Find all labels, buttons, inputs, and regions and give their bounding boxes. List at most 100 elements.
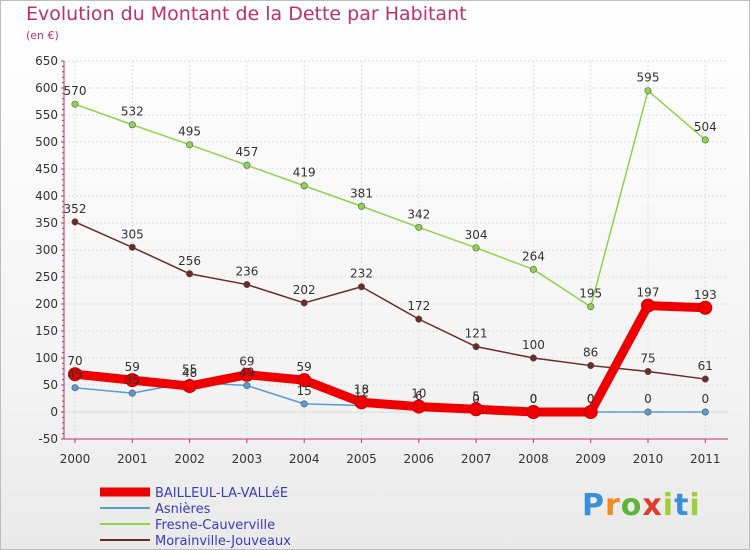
data-label: 5	[472, 389, 480, 403]
data-point	[698, 300, 713, 315]
data-label: 15	[297, 384, 312, 398]
data-label: 419	[293, 166, 316, 180]
data-label: 232	[350, 267, 373, 281]
data-point	[701, 408, 709, 416]
x-tick-label: 2006	[404, 452, 435, 466]
y-tick-label: 50	[43, 378, 58, 392]
data-point	[526, 405, 541, 419]
data-point	[71, 218, 79, 226]
data-label: 55	[182, 362, 197, 376]
data-point	[300, 400, 308, 408]
data-label: 121	[465, 327, 488, 341]
x-tick-label: 2005	[346, 452, 377, 466]
y-tick-label: 550	[35, 108, 58, 122]
legend-label: Fresne-Cauverville	[155, 518, 275, 533]
y-tick-label: 150	[35, 324, 58, 338]
data-point	[411, 399, 426, 414]
data-label: 35	[125, 373, 140, 387]
legend: BAILLEUL-LA-VALLéEAsnièresFresne-Cauverv…	[100, 486, 291, 549]
data-label: 12	[354, 386, 369, 400]
y-tick-label: 400	[35, 189, 58, 203]
data-point	[125, 373, 140, 388]
data-point	[415, 223, 423, 231]
data-label: 6	[415, 389, 423, 403]
data-point	[472, 244, 480, 252]
y-tick-label: 100	[35, 351, 58, 365]
data-point	[587, 362, 595, 370]
data-point	[469, 402, 484, 417]
series-line	[74, 89, 706, 308]
data-point	[68, 367, 82, 382]
data-point	[71, 100, 79, 108]
axes: -500501001502002503003504004505005506006…	[35, 54, 728, 466]
data-label: 59	[125, 360, 140, 374]
data-label: 202	[293, 283, 316, 297]
x-tick-label: 2010	[633, 452, 664, 466]
grid-lines	[64, 60, 728, 440]
data-label: 0	[587, 392, 595, 406]
data-label: 0	[530, 392, 538, 406]
data-point	[415, 315, 423, 323]
data-label: 100	[522, 338, 545, 352]
x-tick-label: 2008	[518, 452, 549, 466]
data-label: 18	[354, 382, 369, 396]
data-label: 48	[182, 366, 197, 380]
series-line	[74, 301, 706, 417]
data-label: 595	[637, 71, 660, 85]
data-point	[300, 182, 308, 190]
data-point	[297, 373, 312, 388]
data-label: 457	[235, 145, 258, 159]
x-tick-label: 2003	[232, 452, 263, 466]
x-tick-label: 2009	[575, 452, 606, 466]
chart-title: Evolution du Montant de la Dette par Hab…	[26, 3, 467, 25]
y-tick-label: 600	[35, 81, 58, 95]
data-point	[71, 384, 79, 392]
data-label: 45	[67, 368, 82, 382]
data-point	[357, 202, 365, 210]
data-point	[243, 281, 251, 289]
data-label: 504	[694, 120, 717, 134]
data-label: 0	[644, 392, 652, 406]
data-point	[128, 121, 136, 129]
data-label: 570	[64, 84, 87, 98]
data-label: 195	[579, 287, 602, 301]
y-tick-label: 200	[35, 297, 58, 311]
data-label: 352	[64, 202, 87, 216]
data-label: 0	[472, 392, 480, 406]
data-point	[529, 354, 537, 362]
data-point	[472, 343, 480, 351]
data-label: 305	[121, 227, 144, 241]
data-point	[354, 395, 369, 410]
y-tick-label: 300	[35, 243, 58, 257]
data-label: 532	[121, 105, 144, 119]
data-label: 70	[67, 354, 82, 368]
x-tick-label: 2002	[174, 452, 205, 466]
x-tick-label: 2000	[60, 452, 91, 466]
data-point	[300, 299, 308, 307]
data-point	[186, 141, 194, 149]
y-tick-label: 450	[35, 162, 58, 176]
data-point	[186, 270, 194, 278]
legend-label: Morainville-Jouveaux	[155, 534, 291, 549]
y-tick-label: 350	[35, 216, 58, 230]
data-label: 495	[178, 125, 201, 139]
data-point	[128, 389, 136, 397]
y-tick-label: 0	[50, 405, 58, 419]
x-tick-label: 2004	[289, 452, 320, 466]
series-lines	[68, 87, 713, 419]
y-tick-label: 500	[35, 135, 58, 149]
data-label: 0	[587, 392, 595, 406]
data-label: 264	[522, 249, 545, 263]
legend-label: BAILLEUL-LA-VALLéE	[155, 486, 288, 501]
data-label: 86	[583, 346, 598, 360]
data-label: 342	[407, 207, 430, 221]
legend-label: Asnières	[155, 502, 211, 517]
data-point	[182, 379, 197, 394]
x-tick-label: 2007	[461, 452, 492, 466]
x-tick-label: 2001	[117, 452, 148, 466]
y-tick-label: -50	[38, 432, 58, 446]
data-point	[357, 283, 365, 291]
